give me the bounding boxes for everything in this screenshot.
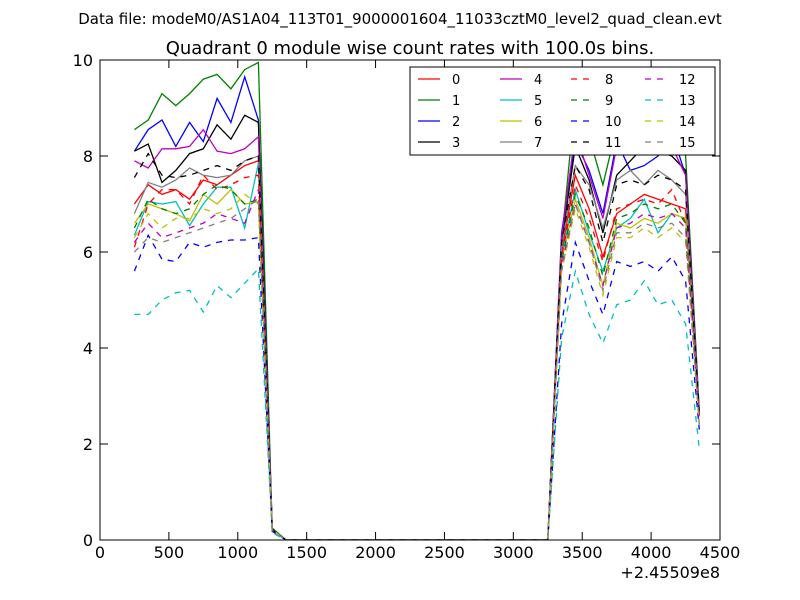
y-tick-label: 10 (73, 51, 93, 70)
series-line-11 (133, 152, 700, 540)
x-offset-label: +2.45509e8 (620, 563, 720, 582)
axes: 0 500 1000 1500 2000 2500 3000 3500 4000 4500 0 2 4 6… (73, 51, 741, 562)
legend-label-11: 11 (605, 136, 622, 151)
x-tick-label: 1500 (286, 543, 327, 562)
legend-label-13: 13 (679, 94, 696, 109)
x-tick-label: 3500 (562, 543, 603, 562)
legend-label-9: 9 (605, 94, 613, 109)
series-line-0 (133, 159, 700, 540)
y-tick-label: 8 (83, 147, 93, 166)
series-line-1 (134, 61, 700, 540)
legend-label-2: 2 (452, 115, 460, 130)
legend-label-1: 1 (452, 94, 460, 109)
x-tick-label: 3000 (493, 543, 534, 562)
legend-label-7: 7 (534, 136, 542, 151)
x-tick-label: 4500 (700, 543, 741, 562)
y-tick-label: 4 (83, 339, 93, 358)
legend-label-15: 15 (679, 136, 696, 151)
legend-label-4: 4 (534, 73, 542, 88)
y-tick-label: 6 (83, 243, 93, 262)
legend-label-14: 14 (679, 115, 696, 130)
series-line-3 (134, 114, 700, 540)
plot-area (133, 61, 700, 540)
series-line-15 (133, 197, 700, 540)
legend-label-6: 6 (534, 115, 542, 130)
data-file-header: Data file: modeM0/AS1A04_113T01_90000016… (78, 10, 722, 29)
y-tick-label: 2 (83, 435, 93, 454)
series-line-13 (134, 267, 700, 540)
legend-label-5: 5 (534, 94, 542, 109)
series-line-10 (133, 233, 700, 540)
legend-label-8: 8 (605, 73, 613, 88)
series-line-9 (133, 184, 700, 540)
legend-label-12: 12 (679, 73, 696, 88)
series-line-4 (134, 128, 700, 540)
series-line-7 (133, 155, 700, 540)
plot-frame (99, 59, 721, 541)
x-tick-label: 4000 (631, 543, 672, 562)
legend-box (409, 66, 716, 156)
series-line-8 (133, 174, 700, 540)
series-line-2 (133, 74, 700, 540)
x-tick-label: 2500 (424, 543, 465, 562)
legend-label-0: 0 (452, 73, 460, 88)
legend-label-3: 3 (452, 136, 460, 151)
x-tick-label: 0 (95, 543, 105, 562)
series-line-6 (133, 188, 700, 540)
legend-label-10: 10 (605, 115, 622, 130)
series-line-14 (133, 193, 700, 540)
x-tick-label: 500 (154, 543, 185, 562)
x-tick-label: 1000 (217, 543, 258, 562)
chart-title: Quadrant 0 module wise count rates with … (166, 38, 655, 59)
series-line-5 (133, 163, 700, 540)
x-tick-label: 2000 (355, 543, 396, 562)
y-tick-label: 0 (83, 531, 93, 550)
